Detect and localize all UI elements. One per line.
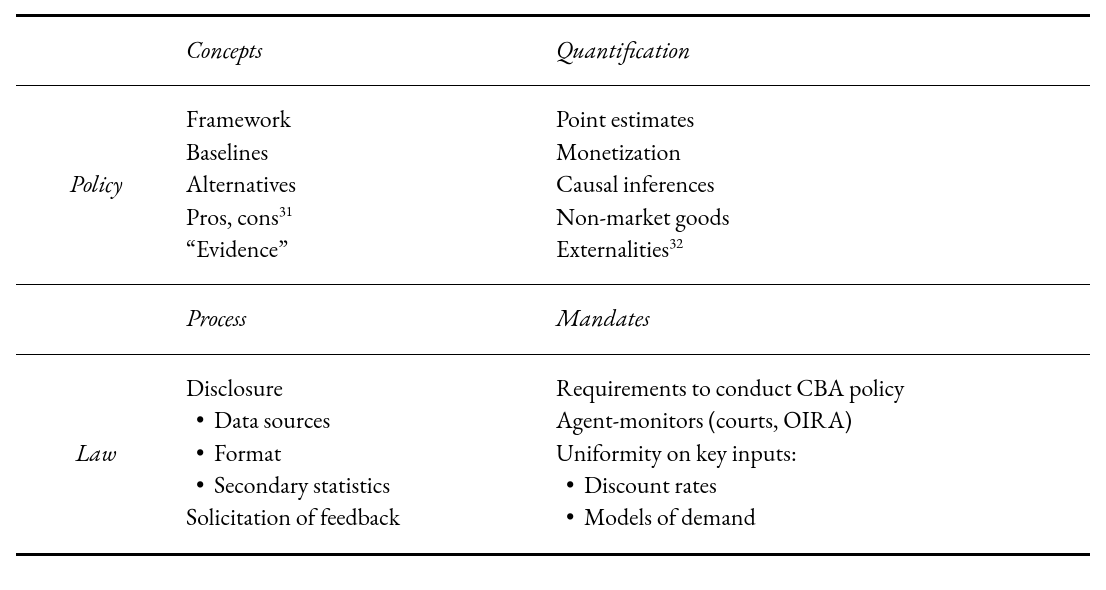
- list-item: Solicitation of feedback: [186, 502, 556, 534]
- cba-matrix-table: Concepts Quantification Policy Framework…: [16, 14, 1090, 556]
- cell-law-mandates: Requirements to conduct CBA policy Agent…: [556, 367, 1090, 541]
- list-item: Data sources: [214, 405, 556, 437]
- table-container: Concepts Quantification Policy Framework…: [0, 0, 1106, 590]
- list-item: Secondary statistics: [214, 470, 556, 502]
- col-head-process: Process: [186, 293, 556, 345]
- list-item: Externalities32: [556, 234, 1090, 266]
- list-item: Pros, cons31: [186, 202, 556, 234]
- footnote-ref: 31: [279, 202, 293, 221]
- footnote-ref: 32: [669, 234, 683, 253]
- list-item: Models of demand: [584, 502, 1090, 534]
- list-item: Alternatives: [186, 169, 556, 201]
- list-item: Baselines: [186, 137, 556, 169]
- row-label-policy: Policy: [16, 98, 186, 272]
- row-policy: Policy Framework Baselines Alternatives …: [16, 98, 1090, 272]
- list-item: Discount rates: [584, 470, 1090, 502]
- list-item: “Evidence”: [186, 234, 556, 266]
- list-item: Point estimates: [556, 104, 1090, 136]
- row-label-law: Law: [16, 367, 186, 541]
- list-item: Agent-monitors (courts, OIRA): [556, 405, 1090, 437]
- list-item: Format: [214, 438, 556, 470]
- row-law: Law Disclosure Data sources Format Secon…: [16, 367, 1090, 541]
- list-item: Causal inferences: [556, 169, 1090, 201]
- col-head-concepts: Concepts: [186, 25, 556, 77]
- header-row-lower: Process Mandates: [16, 293, 1090, 345]
- col-head-mandates: Mandates: [556, 293, 1090, 345]
- list-item: Requirements to conduct CBA policy: [556, 373, 1090, 405]
- col-head-quantification: Quantification: [556, 25, 1090, 77]
- cell-policy-quantification: Point estimates Monetization Causal infe…: [556, 98, 1090, 272]
- cell-policy-concepts: Framework Baselines Alternatives Pros, c…: [186, 98, 556, 272]
- header-row-upper: Concepts Quantification: [16, 25, 1090, 77]
- list-item: Framework: [186, 104, 556, 136]
- cell-law-process: Disclosure Data sources Format Secondary…: [186, 367, 556, 541]
- list-item: Non-market goods: [556, 202, 1090, 234]
- list-item: Uniformity on key inputs:: [556, 438, 1090, 470]
- list-item: Monetization: [556, 137, 1090, 169]
- list-item: Disclosure: [186, 373, 556, 405]
